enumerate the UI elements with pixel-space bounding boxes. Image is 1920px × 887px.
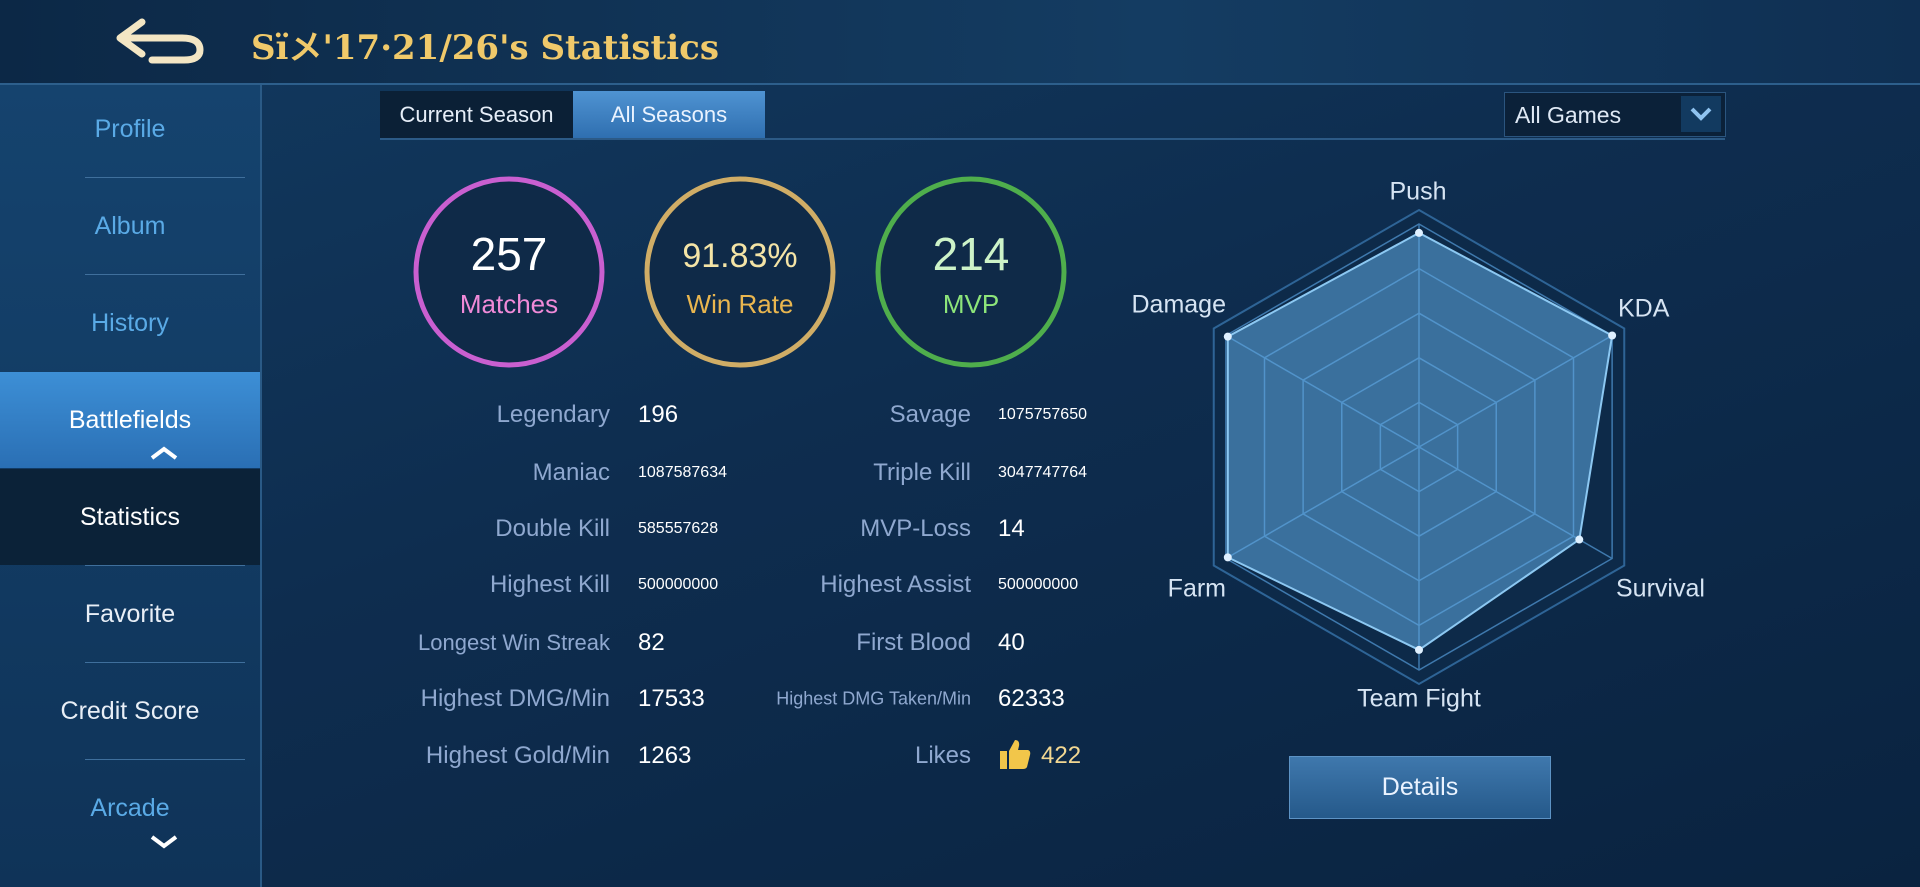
stat-value: 3047747764: [998, 464, 1087, 481]
sidebar-item-active[interactable]: Statistics: [0, 469, 260, 565]
stat-label: Longest Win Streak: [418, 630, 610, 655]
tab[interactable]: Current Season: [380, 91, 573, 138]
radar-point: [1575, 535, 1584, 544]
stat-label: Double Kill: [495, 515, 610, 542]
sidebar-item[interactable]: Album: [94, 211, 166, 240]
stat-label: Savage: [889, 401, 971, 428]
back-button[interactable]: [112, 14, 206, 66]
stat-label: Highest DMG Taken/Min: [776, 688, 971, 709]
header: Sïメ'17·21/26's Statistics: [0, 0, 1920, 85]
summary-ring: [875, 176, 1067, 368]
summary-value: 257: [471, 228, 548, 280]
radar-axis-label: Push: [1390, 178, 1447, 206]
summary-circles: 257 Matches 91.83% Win Rate 214 MVP: [413, 176, 1067, 368]
stat-label: Highest DMG/Min: [420, 685, 610, 712]
filter-label: All Games: [1515, 102, 1622, 128]
radar-axis-label: KDA: [1618, 295, 1670, 323]
stat-value: 422: [1041, 742, 1082, 769]
stat-label: Triple Kill: [873, 459, 971, 486]
summary-label: Win Rate: [687, 289, 794, 319]
stat-value: 1263: [638, 742, 692, 769]
stat-value: 500000000: [638, 576, 719, 593]
radar-axis-label: Farm: [1168, 575, 1226, 603]
like-icon: [1000, 740, 1031, 769]
radar-point: [1415, 645, 1423, 654]
radar-chart: Push KDA Survival Team Fight Farm Damage: [1132, 178, 1705, 713]
stat-label: First Blood: [856, 629, 971, 656]
stat-label: Legendary: [496, 401, 610, 428]
sidebar-item[interactable]: Arcade: [90, 793, 170, 822]
sidebar-item[interactable]: Credit Score: [60, 696, 200, 725]
filter-dropdown[interactable]: All Games: [1504, 92, 1726, 137]
sidebar: Profile Album History Battlefields Statistic…: [0, 85, 262, 887]
radar-axis-label: Team Fight: [1357, 685, 1481, 713]
summary-label: MVP: [943, 289, 999, 319]
stat-label: Maniac: [532, 459, 610, 486]
sidebar-item[interactable]: History: [91, 308, 169, 337]
radar-point: [1415, 228, 1423, 237]
separator: [85, 662, 245, 663]
stat-value: 62333: [998, 685, 1065, 712]
sidebar-item[interactable]: Favorite: [84, 599, 176, 628]
stat-value: 500000000: [998, 576, 1079, 593]
tab-bar: [380, 91, 1725, 140]
stat-value: 1075757650: [998, 406, 1087, 423]
sidebar-item[interactable]: Battlefields: [0, 372, 260, 468]
tab-active[interactable]: All Seasons: [573, 91, 765, 138]
stat-value: 14: [998, 515, 1025, 542]
radar-axis-label: Survival: [1616, 575, 1705, 603]
summary-label: Matches: [460, 289, 558, 319]
dropdown-arrow: [1681, 96, 1721, 132]
separator: [85, 759, 245, 760]
stat-label: Highest Assist: [820, 571, 971, 598]
summary-ring: [413, 176, 605, 368]
chevron: [150, 446, 178, 460]
stat-value: 196: [638, 401, 679, 428]
stat-value: 17533: [638, 685, 705, 712]
stat-value: 585557628: [638, 520, 719, 537]
separator: [85, 274, 245, 275]
summary-ring: [644, 176, 836, 368]
summary-value: 214: [933, 228, 1010, 280]
radar-point: [1223, 332, 1232, 341]
stat-label: MVP-Loss: [860, 515, 971, 542]
stat-label: Highest Kill: [489, 571, 610, 598]
stat-value: 82: [638, 629, 665, 656]
radar-point: [1608, 331, 1617, 340]
separator: [85, 565, 245, 566]
radar-axis-label: Damage: [1132, 291, 1227, 319]
stat-label: Highest Gold/Min: [425, 742, 610, 769]
page-title: Sïメ'17·21/26's Statistics: [251, 28, 719, 68]
stat-label: Likes: [914, 742, 971, 769]
chevron: [150, 835, 178, 849]
stat-value: 40: [998, 629, 1025, 656]
separator: [85, 177, 245, 178]
summary-value: 91.83%: [682, 237, 797, 275]
sidebar-item[interactable]: Profile: [94, 114, 166, 143]
details-button[interactable]: Details: [1289, 756, 1551, 819]
stat-value: 1087587634: [638, 464, 727, 481]
radar-point: [1223, 553, 1232, 562]
